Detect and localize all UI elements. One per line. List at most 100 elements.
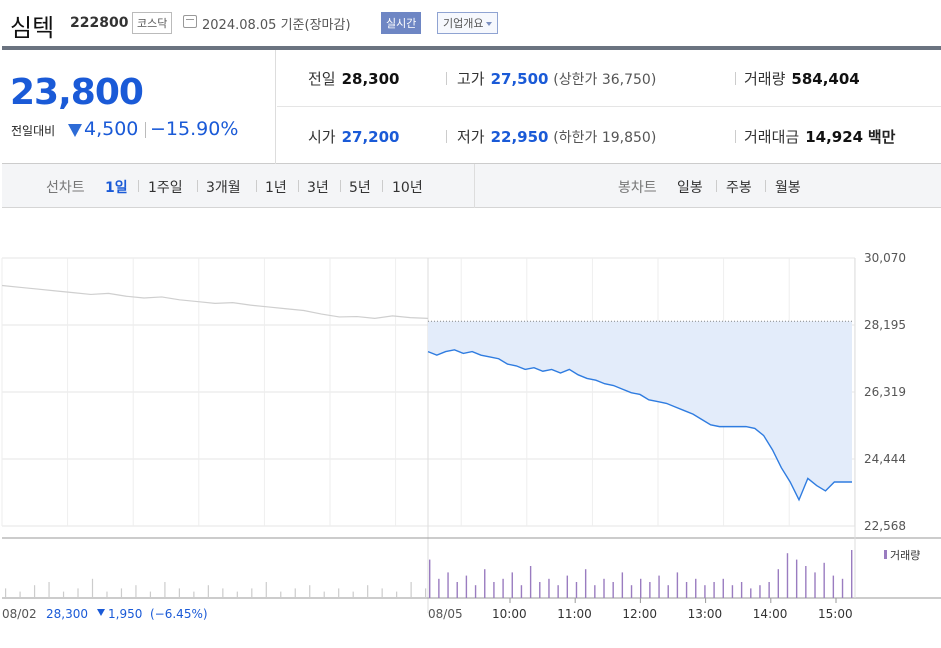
x-tick-label: 11:00: [557, 607, 592, 621]
divider: [716, 180, 717, 192]
y-tick-label: 26,319: [864, 385, 906, 399]
prev-session-close: 28,300: [46, 607, 88, 621]
volume-bar: [768, 582, 770, 598]
realtime-button[interactable]: 실시간: [381, 12, 422, 34]
volume-bar: [795, 559, 798, 598]
y-tick-label: 24,444: [864, 452, 906, 466]
candle-weekly[interactable]: 주봉: [726, 180, 752, 196]
volume-bar: [667, 585, 669, 598]
period-10y[interactable]: 10년: [392, 180, 423, 196]
price-change: 4,500: [84, 118, 139, 140]
volume-bar: [474, 585, 477, 598]
volume-bar: [548, 578, 550, 598]
volume-bar: [338, 588, 340, 598]
volume-bar: [5, 588, 7, 598]
trade-amount: 거래대금 14,924 백만: [744, 128, 896, 146]
volume-bar: [33, 585, 36, 598]
volume-bar: [429, 559, 431, 598]
volume-bar: [77, 588, 79, 598]
prev-session-change: 1,950: [108, 607, 142, 621]
today-session-line: [427, 349, 852, 502]
volume-bar: [511, 572, 513, 598]
volume-bar: [777, 569, 780, 598]
volume-bar: [640, 578, 642, 598]
volume-bar: [164, 582, 166, 598]
volume-bar: [438, 578, 440, 598]
company-overview-dropdown[interactable]: 기업개요: [437, 12, 499, 34]
x-tick-label: 10:00: [492, 607, 527, 621]
volume-bar: [62, 591, 65, 598]
volume-bar: [251, 588, 253, 598]
x-tick-label: 12:00: [622, 607, 657, 621]
row-divider: [277, 106, 941, 107]
today-area-fill: [428, 321, 852, 500]
candle-monthly[interactable]: 월봉: [775, 180, 801, 196]
divider: [197, 180, 198, 192]
volume-bar: [658, 575, 660, 598]
volume-bar: [676, 572, 679, 598]
volume-bar: [447, 572, 449, 598]
volume-bar: [502, 578, 504, 598]
prev-session-line: [1, 284, 429, 319]
divider: [446, 72, 447, 85]
stock-name: 심텍: [10, 14, 55, 42]
period-1w[interactable]: 1주일: [148, 180, 183, 196]
volume-bar: [731, 585, 734, 598]
divider: [298, 180, 299, 192]
volume-bar: [410, 582, 412, 598]
volume-bar: [695, 578, 697, 598]
volume-bar: [704, 585, 706, 598]
volume-bar: [740, 582, 743, 598]
volume-bar: [841, 578, 844, 598]
period-5y[interactable]: 5년: [349, 180, 371, 196]
period-3y[interactable]: 3년: [307, 180, 329, 196]
divider: [138, 180, 139, 192]
volume-bar: [805, 566, 807, 598]
volume-bar: [851, 550, 853, 598]
volume-bar: [323, 591, 325, 598]
volume-bar: [465, 575, 468, 598]
volume-bar: [603, 578, 605, 598]
volume-bar: [713, 582, 715, 598]
volume-bar: [484, 569, 486, 598]
volume-bar: [135, 585, 137, 598]
divider: [446, 130, 447, 143]
period-1d[interactable]: 1일: [105, 180, 128, 196]
down-triangle-icon: [68, 124, 82, 137]
volume-bar: [178, 588, 180, 598]
current-price: 23,800: [10, 72, 144, 113]
volume-legend-swatch: [884, 550, 887, 559]
volume-bar: [222, 588, 224, 598]
prev-close: 전일 28,300: [308, 70, 400, 88]
day-high: 고가 27,500 (상한가 36,750): [457, 70, 657, 88]
chevron-down-icon: [486, 22, 493, 26]
period-1y[interactable]: 1년: [265, 180, 287, 196]
volume-bar: [456, 582, 458, 598]
divider: [256, 180, 257, 192]
volume: 거래량 584,404: [744, 70, 860, 88]
y-axis-ticks: 30,070 28,195 26,319 24,444 22,568: [864, 251, 906, 533]
volume-bar: [396, 591, 398, 598]
volume-bar: [649, 582, 651, 598]
volume-bar: [294, 588, 296, 598]
volume-bar: [630, 585, 633, 598]
volume-bar: [539, 582, 541, 598]
volume-bar: [566, 575, 569, 598]
volume-bar: [750, 588, 752, 598]
volume-bar: [106, 591, 108, 598]
x-tick-label: 14:00: [753, 607, 788, 621]
header-divider: [2, 46, 941, 50]
candle-daily[interactable]: 일봉: [677, 180, 703, 196]
y-tick-label: 30,070: [864, 251, 906, 265]
volume-bar: [425, 588, 427, 598]
volume-bar: [722, 578, 724, 598]
divider: [145, 122, 146, 138]
price-change-rate: −15.90%: [150, 118, 239, 140]
volume-bar: [91, 578, 94, 598]
price-summary: 23,800 전일대비 4,500 −15.90% 전일 28,300 고가 27,…: [2, 50, 941, 164]
period-3m[interactable]: 3개월: [206, 180, 241, 196]
divider: [735, 72, 736, 85]
volume-bar: [520, 585, 523, 598]
divider: [474, 164, 475, 208]
volume-bar: [280, 591, 282, 598]
